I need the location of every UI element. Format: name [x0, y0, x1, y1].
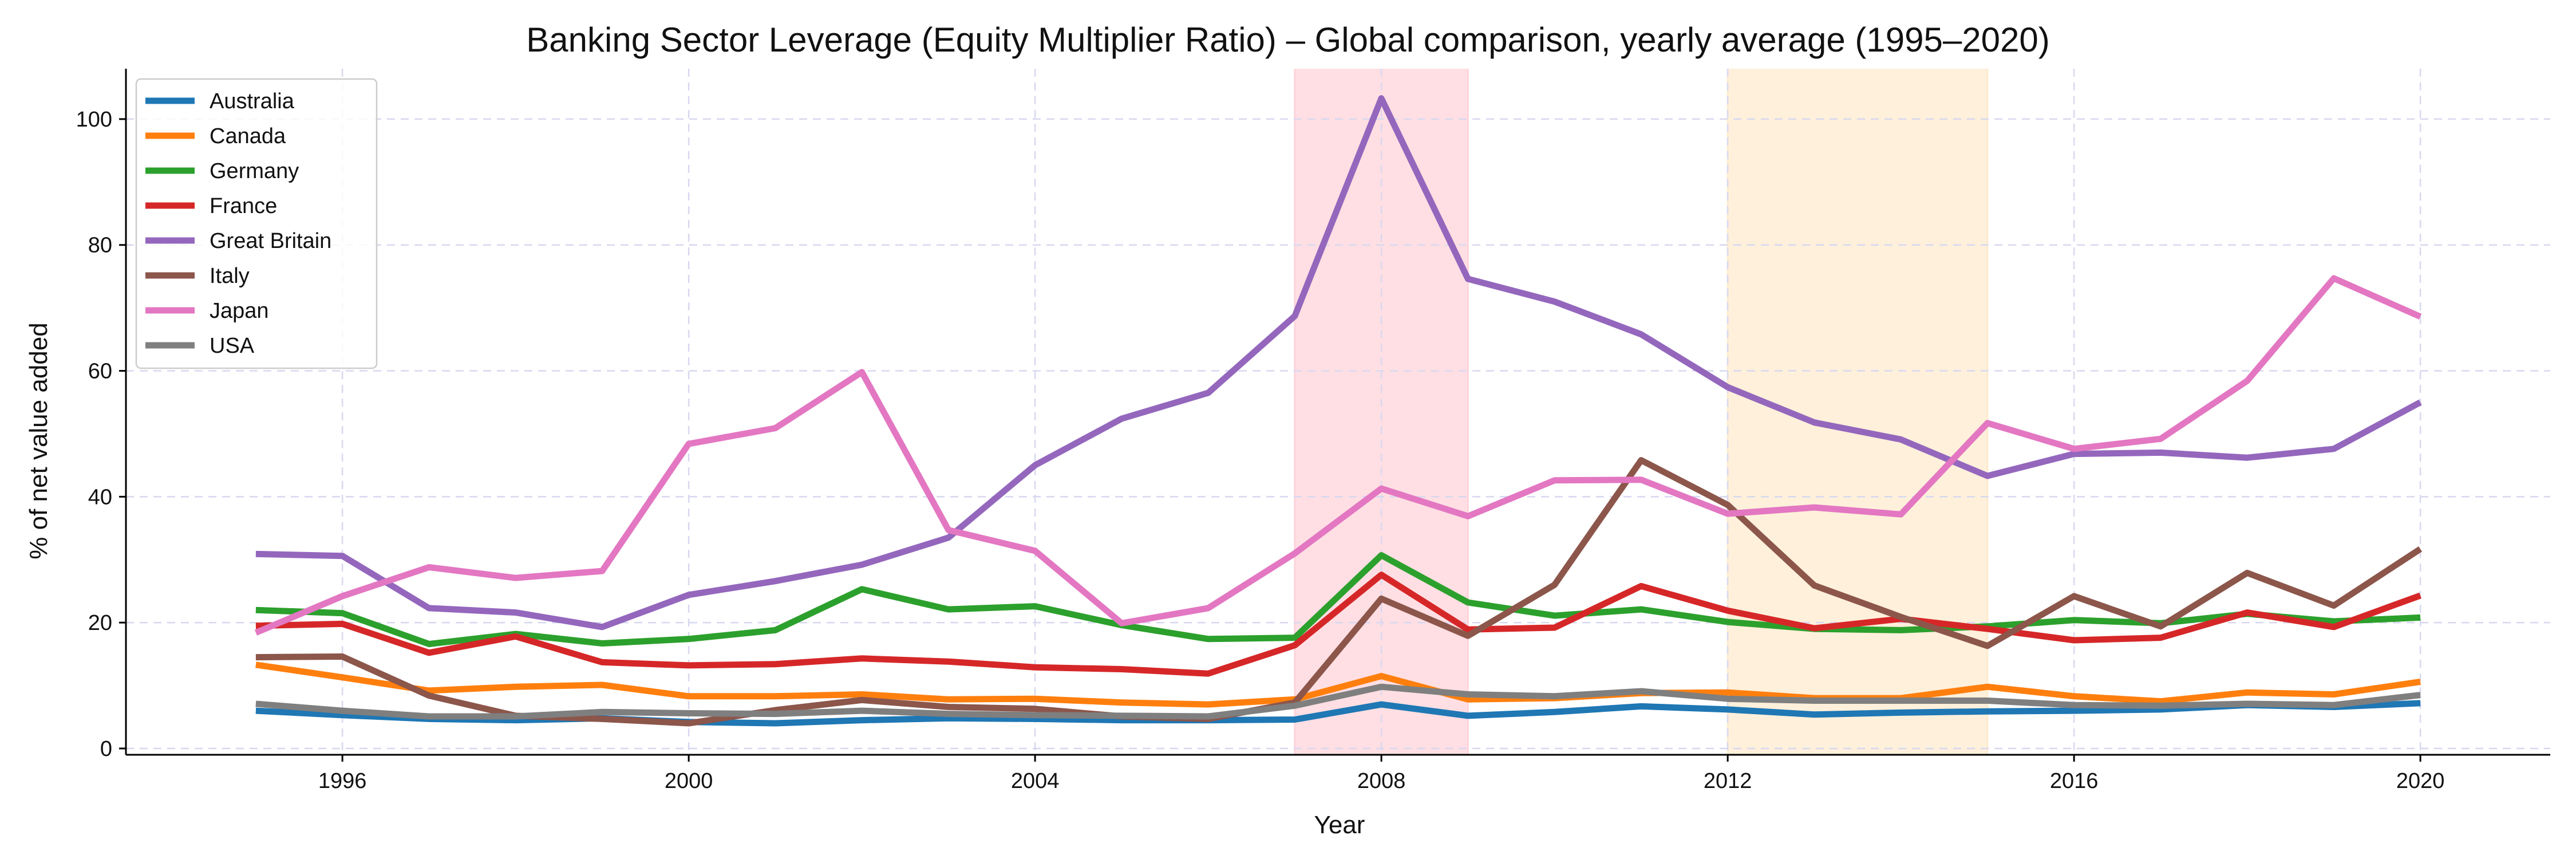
y-tick-label: 80 — [88, 234, 112, 258]
series-line-great-britain — [255, 95, 2422, 631]
series-line-italy — [255, 457, 2423, 727]
legend-label: Italy — [210, 264, 250, 288]
legend-label: Great Britain — [210, 229, 331, 253]
y-axis-label: % of net value added — [25, 322, 53, 559]
series-lines — [254, 95, 2423, 727]
legend-label: USA — [210, 334, 255, 358]
legend-label: Japan — [210, 299, 269, 323]
tick-labels: 1996 2000 2004 2008 2012 2016 2020 0 20 40 60 80 100 — [76, 108, 2445, 793]
legend: Australia Canada Germany France Great Britai… — [135, 78, 378, 369]
x-tick-label: 2016 — [2050, 769, 2099, 793]
x-tick-label: 2004 — [1011, 769, 1060, 793]
x-axis-label: Year — [1314, 811, 1365, 839]
x-tick-label: 2000 — [665, 769, 713, 793]
legend-box — [135, 78, 378, 369]
series-line-usa — [255, 683, 2421, 720]
series-line-canada — [255, 661, 2421, 708]
axes — [125, 69, 2550, 756]
chart-title: Banking Sector Leverage (Equity Multipli… — [526, 21, 2049, 59]
legend-label: Canada — [210, 124, 286, 148]
y-tick-label: 0 — [100, 737, 112, 761]
x-tick-label: 2020 — [2396, 769, 2445, 793]
series-line-germany — [255, 552, 2421, 648]
series-line-france — [255, 572, 2421, 677]
y-tick-label: 40 — [88, 485, 112, 509]
x-tick-label: 2012 — [1704, 769, 1752, 793]
y-tick-label: 60 — [88, 360, 112, 384]
series-line-japan — [254, 275, 2422, 636]
x-tick-label: 2008 — [1357, 769, 1406, 793]
x-tick-label: 1996 — [318, 769, 367, 793]
shaded-periods — [1294, 69, 1989, 755]
legend-label: France — [210, 194, 277, 218]
y-tick-label: 100 — [76, 108, 112, 132]
shaded-region-2 — [1728, 69, 1988, 755]
y-tick-label: 20 — [88, 611, 112, 635]
legend-label: Germany — [210, 159, 299, 183]
legend-label: Australia — [210, 89, 295, 113]
